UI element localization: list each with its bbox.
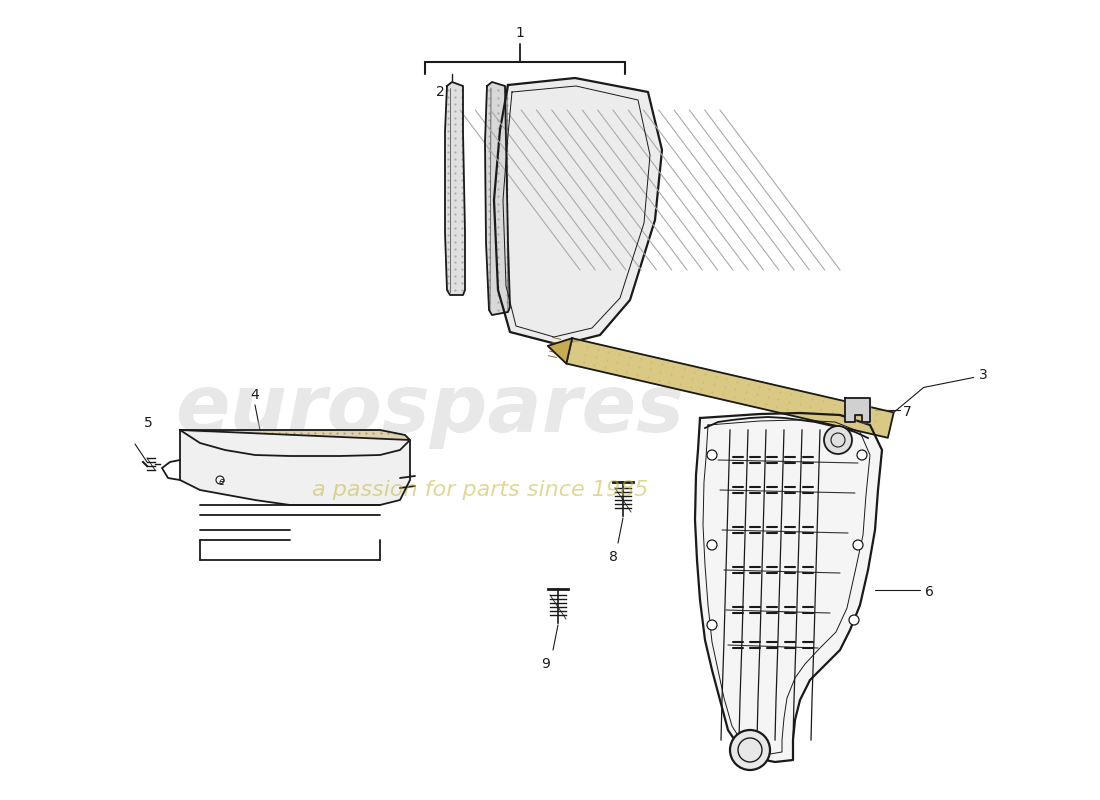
Polygon shape bbox=[845, 398, 870, 422]
Circle shape bbox=[707, 450, 717, 460]
Text: eurospares: eurospares bbox=[176, 371, 684, 449]
Circle shape bbox=[852, 540, 864, 550]
Text: 2: 2 bbox=[436, 85, 444, 99]
Circle shape bbox=[857, 450, 867, 460]
Polygon shape bbox=[566, 338, 893, 438]
Polygon shape bbox=[485, 82, 510, 315]
Text: 9: 9 bbox=[541, 657, 550, 671]
Polygon shape bbox=[180, 430, 410, 456]
Text: 5: 5 bbox=[144, 416, 153, 430]
Text: e: e bbox=[219, 477, 225, 487]
Text: 8: 8 bbox=[608, 550, 617, 564]
Polygon shape bbox=[446, 82, 465, 295]
Polygon shape bbox=[494, 78, 662, 345]
Polygon shape bbox=[695, 413, 882, 762]
Circle shape bbox=[707, 620, 717, 630]
Circle shape bbox=[707, 540, 717, 550]
Polygon shape bbox=[180, 430, 410, 505]
Text: 3: 3 bbox=[979, 369, 988, 382]
Text: 6: 6 bbox=[925, 585, 934, 599]
Text: 4: 4 bbox=[251, 388, 260, 402]
Polygon shape bbox=[548, 338, 572, 363]
Circle shape bbox=[824, 426, 852, 454]
Circle shape bbox=[730, 730, 770, 770]
Text: 1: 1 bbox=[516, 26, 525, 40]
Text: a passion for parts since 1985: a passion for parts since 1985 bbox=[311, 480, 648, 500]
Text: 7: 7 bbox=[903, 405, 912, 419]
Circle shape bbox=[849, 615, 859, 625]
